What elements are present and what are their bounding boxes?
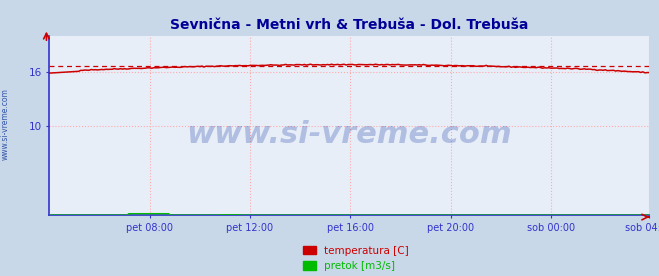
Text: www.si-vreme.com: www.si-vreme.com [1, 88, 10, 160]
Legend: temperatura [C], pretok [m3/s]: temperatura [C], pretok [m3/s] [303, 246, 409, 271]
Title: Sevnična - Metni vrh & Trebuša - Dol. Trebuša: Sevnična - Metni vrh & Trebuša - Dol. Tr… [170, 18, 529, 32]
Text: www.si-vreme.com: www.si-vreme.com [186, 120, 512, 149]
